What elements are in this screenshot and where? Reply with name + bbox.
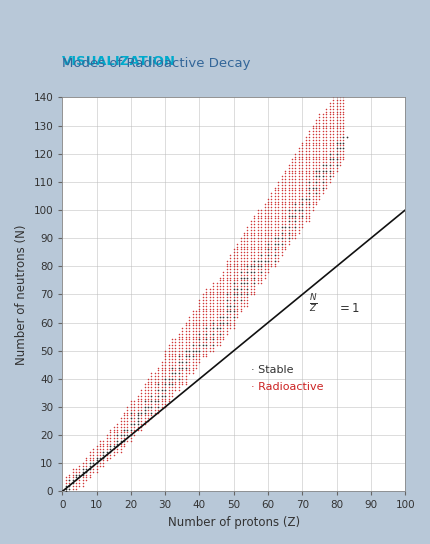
Text: VISUALIZATION: VISUALIZATION: [62, 55, 176, 68]
Text: $\frac{N}{Z}$: $\frac{N}{Z}$: [309, 292, 318, 314]
Text: $= 1$: $= 1$: [337, 302, 359, 315]
X-axis label: Number of protons (Z): Number of protons (Z): [168, 516, 300, 529]
Text: Modes of Radioactive Decay: Modes of Radioactive Decay: [62, 57, 251, 70]
Text: · Radioactive: · Radioactive: [251, 382, 323, 392]
Text: · Stable: · Stable: [251, 365, 293, 375]
Y-axis label: Number of neutrons (N): Number of neutrons (N): [15, 224, 28, 364]
